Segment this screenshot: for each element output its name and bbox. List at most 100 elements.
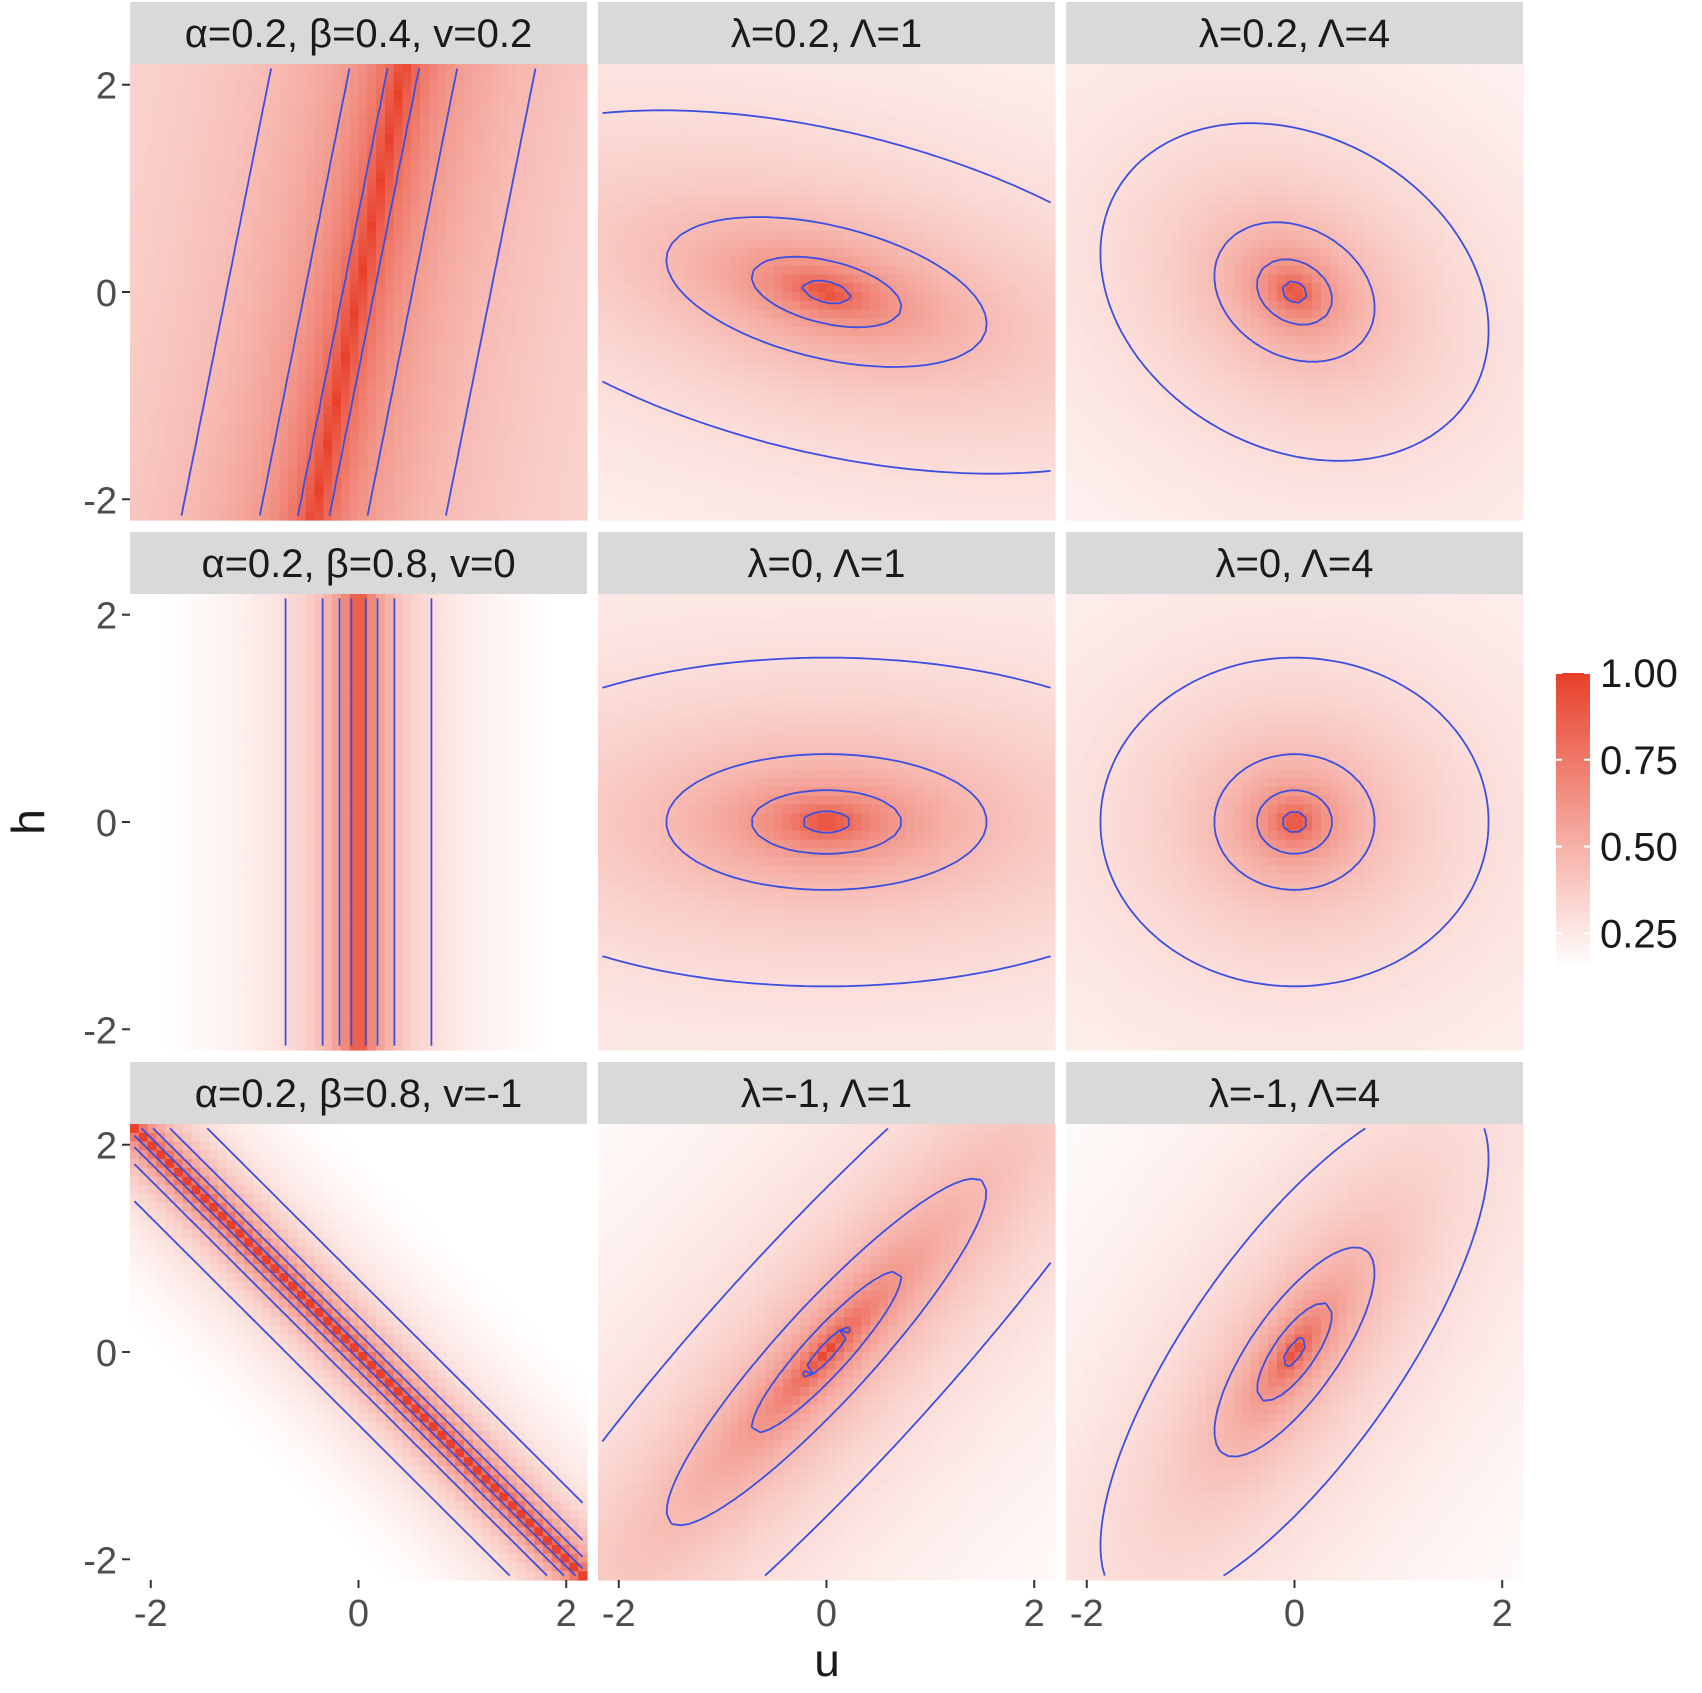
heatmap-cell [217, 502, 228, 512]
heatmap-cell [615, 151, 625, 162]
heatmap-cell [1019, 388, 1030, 398]
heatmap-cell [209, 169, 219, 179]
heatmap-cell [896, 230, 907, 240]
contour-line [296, 68, 421, 516]
heatmap-cell [1046, 327, 1056, 337]
heatmap-cell [923, 213, 933, 223]
heatmap-cell [437, 379, 447, 390]
heatmap-cell [598, 248, 608, 258]
heatmap-cell [209, 283, 219, 293]
heatmap-cell [551, 370, 562, 381]
heatmap-cell [624, 142, 634, 153]
heatmap-cell [156, 406, 166, 416]
heatmap-cell [446, 300, 456, 311]
heatmap-cell [826, 160, 836, 170]
heatmap-cell [808, 292, 819, 302]
heatmap-cell [1046, 379, 1056, 390]
heatmap-cell [507, 248, 518, 258]
heatmap-cell [173, 467, 184, 477]
heatmap-cell [463, 160, 474, 170]
heatmap-cell [270, 213, 281, 223]
heatmap-cell [1019, 265, 1030, 276]
heatmap-cell [773, 99, 784, 109]
heatmap-cell [411, 213, 421, 223]
heatmap-cell [764, 169, 775, 179]
heatmap-cell [551, 169, 562, 179]
heatmap-cell [1046, 125, 1056, 135]
heatmap-cell [332, 423, 342, 433]
heatmap-cell [437, 406, 447, 416]
heatmap-cell [914, 186, 924, 197]
heatmap-cell [270, 107, 281, 118]
heatmap-cell [1002, 353, 1012, 363]
heatmap-cell [332, 458, 342, 468]
heatmap-cell [578, 230, 588, 240]
heatmap-cell [606, 335, 617, 346]
heatmap-cell [624, 327, 634, 337]
heatmap-cell [598, 178, 608, 188]
heatmap-cell [138, 344, 149, 354]
heatmap-cell [551, 379, 562, 390]
heatmap-cell [543, 335, 553, 346]
heatmap-cell [209, 362, 219, 372]
heatmap-cell [384, 134, 395, 144]
heatmap-cell [1002, 81, 1012, 91]
heatmap-cell [182, 186, 193, 197]
heatmap-cell [764, 256, 775, 267]
heatmap-cell [844, 283, 854, 293]
heatmap-cell [569, 476, 579, 486]
heatmap-cell [905, 72, 915, 83]
heatmap-cell [393, 432, 404, 442]
heatmap-cell [914, 274, 924, 284]
heatmap-cell [349, 178, 360, 188]
heatmap-cell [551, 318, 562, 328]
heatmap-cell [358, 309, 368, 319]
heatmap-cell [808, 178, 819, 188]
heatmap-cell [147, 160, 157, 170]
heatmap-cell [931, 116, 942, 126]
heatmap-cell [782, 107, 792, 118]
heatmap-cell [226, 414, 237, 425]
heatmap-cell [490, 204, 500, 214]
heatmap-cell [791, 221, 801, 232]
heatmap-cell [764, 204, 775, 214]
heatmap-cell [694, 292, 705, 302]
heatmap-cell [914, 195, 924, 205]
heatmap-cell [852, 309, 863, 319]
heatmap-cell [323, 484, 333, 495]
heatmap-cell [1002, 221, 1012, 232]
heatmap-cell [437, 370, 447, 381]
heatmap-cell [756, 195, 766, 205]
heatmap-cell [923, 370, 933, 381]
heatmap-cell [296, 362, 307, 372]
heatmap-cell [756, 125, 766, 135]
heatmap-cell [463, 64, 474, 74]
heatmap-cell [156, 388, 166, 398]
heatmap-cell [191, 248, 201, 258]
heatmap-cell [437, 388, 447, 398]
heatmap-cell [226, 441, 237, 451]
heatmap-cell [367, 99, 377, 109]
heatmap-cell [534, 72, 544, 83]
heatmap-cell [1019, 379, 1030, 390]
heatmap-cell [490, 81, 500, 91]
heatmap-cell [130, 134, 140, 144]
heatmap-cell [270, 178, 281, 188]
heatmap-cell [896, 397, 907, 407]
heatmap-cell [244, 292, 254, 302]
heatmap-cell [446, 327, 456, 337]
heatmap-cell [712, 204, 722, 214]
heatmap-cell [490, 99, 500, 109]
heatmap-cell [226, 204, 237, 214]
heatmap-cell [182, 362, 193, 372]
heatmap-cell [393, 134, 404, 144]
heatmap-cell [499, 256, 509, 267]
heatmap-cell [420, 406, 430, 416]
heatmap-cell [817, 64, 828, 74]
heatmap-cell [729, 169, 740, 179]
heatmap-cell [288, 467, 298, 477]
heatmap-cell [914, 292, 924, 302]
heatmap-cell [756, 248, 766, 258]
heatmap-cell [288, 239, 298, 249]
heatmap-cell [147, 125, 157, 135]
